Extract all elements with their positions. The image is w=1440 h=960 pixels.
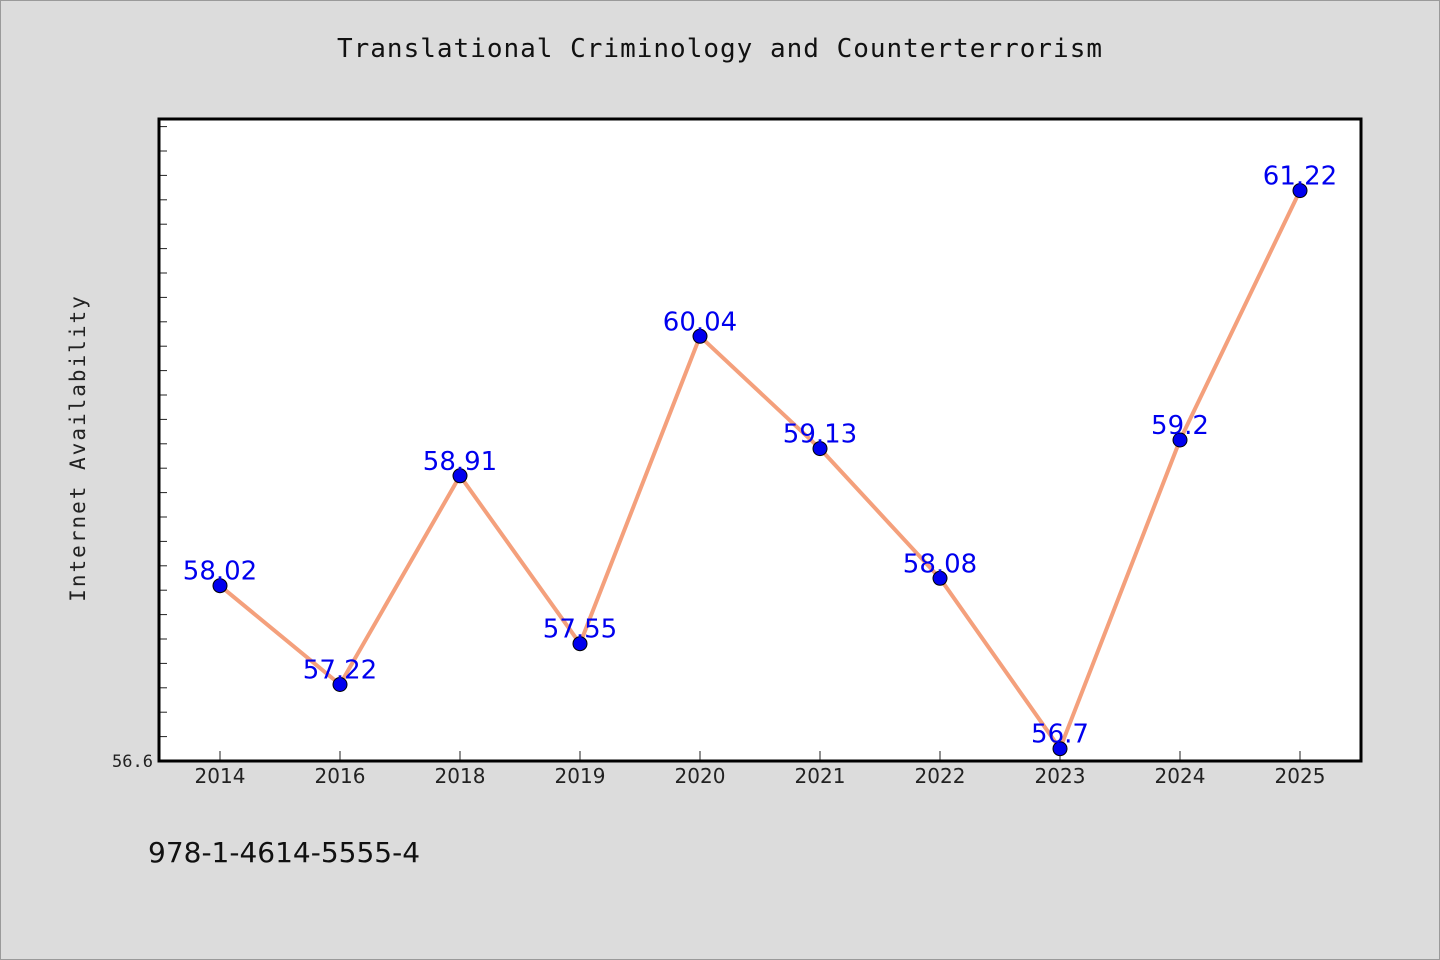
- x-tick-label: 2022: [915, 764, 966, 788]
- x-tick-label: 2014: [195, 764, 246, 788]
- data-point: [572, 636, 588, 652]
- data-label: 59.13: [783, 420, 857, 450]
- data-point: [812, 441, 828, 457]
- data-label: 58.08: [903, 549, 977, 579]
- data-point: [332, 677, 348, 692]
- data-point: [212, 578, 228, 594]
- data-label: 57.22: [303, 656, 377, 686]
- data-point: [1292, 183, 1308, 199]
- plot-border: [157, 117, 1363, 763]
- x-tick-label: 2023: [1035, 764, 1086, 788]
- x-tick-label: 2018: [435, 764, 486, 788]
- x-tick-label: 2016: [315, 764, 366, 788]
- data-point: [932, 570, 948, 586]
- series-line: [218, 189, 1302, 751]
- x-tick-label: 2020: [675, 764, 726, 788]
- data-label: 60.04: [663, 307, 737, 337]
- y-tick-label: 56.6: [112, 752, 153, 772]
- data-label: 57.55: [543, 615, 617, 645]
- data-point: [452, 468, 468, 484]
- data-point: [1172, 432, 1188, 448]
- x-tick-label: 2019: [555, 764, 606, 788]
- data-label: 59.2: [1151, 411, 1209, 441]
- data-point: [1052, 741, 1068, 757]
- x-tick-label: 2021: [795, 764, 846, 788]
- x-tick-label: 2024: [1155, 764, 1206, 788]
- data-label: 58.91: [423, 447, 497, 477]
- data-label: 56.7: [1031, 720, 1089, 750]
- data-label: 61.22: [1263, 162, 1337, 192]
- data-label: 58.02: [183, 557, 257, 587]
- chart-title: Translational Criminology and Counterter…: [336, 34, 1104, 64]
- isbn-text: 978-1-4614-5555-4: [148, 836, 421, 869]
- x-tick-label: 2025: [1275, 764, 1326, 788]
- data-point: [692, 328, 708, 344]
